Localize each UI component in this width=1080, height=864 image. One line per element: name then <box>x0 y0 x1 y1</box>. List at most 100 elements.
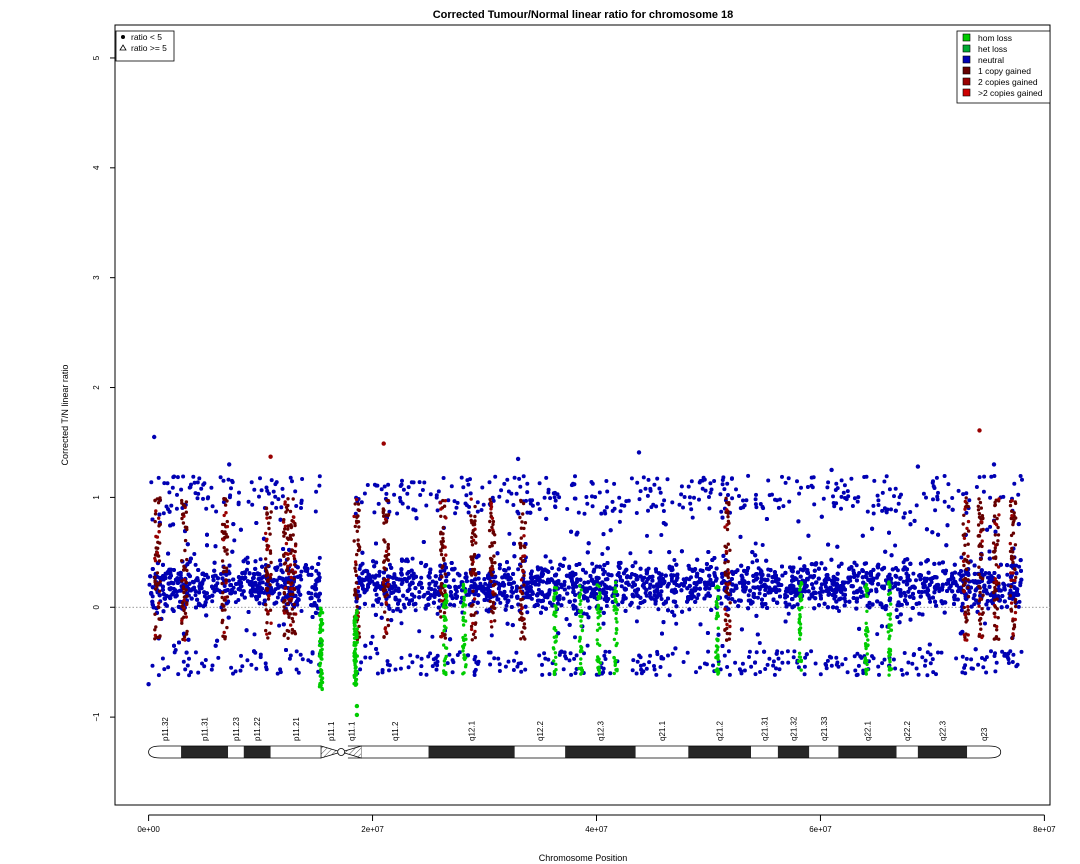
neutral-point <box>793 576 798 581</box>
neutral-point <box>565 591 570 596</box>
neutral-point <box>391 609 396 613</box>
neutral-point <box>562 579 567 584</box>
neutral-point <box>594 579 599 584</box>
neutral-point <box>783 600 788 605</box>
neutral-point <box>210 593 215 598</box>
neutral-point <box>985 527 990 532</box>
neutral-point <box>391 575 395 580</box>
neutral-point <box>417 590 422 594</box>
neutral-point <box>212 568 217 573</box>
neutral-point <box>296 586 301 591</box>
neutral-point <box>669 578 674 583</box>
neutral-point <box>421 540 426 544</box>
neutral-point <box>908 510 913 514</box>
neutral-point <box>783 619 788 624</box>
neutral-point <box>253 559 258 564</box>
neutral-point <box>778 594 782 599</box>
neutral-point <box>648 591 653 596</box>
neutral-point <box>147 582 152 587</box>
neutral-point <box>567 599 572 604</box>
chart-title: Corrected Tumour/Normal linear ratio for… <box>433 9 734 21</box>
neutral-point <box>908 561 913 566</box>
neutral-point <box>739 563 744 568</box>
neutral-point <box>586 586 591 591</box>
neutral-point <box>215 576 220 581</box>
neutral-point <box>812 568 817 573</box>
neutral-point <box>581 567 585 572</box>
neutral-point <box>189 596 194 601</box>
neutral-point <box>397 577 401 582</box>
neutral-point <box>763 602 768 606</box>
neutral-point <box>753 553 758 558</box>
neutral-point <box>633 582 637 587</box>
neutral-point <box>770 588 775 593</box>
neutral-point <box>714 566 719 571</box>
neutral-point <box>950 589 955 594</box>
neutral-point <box>451 578 456 583</box>
neutral-point <box>1017 564 1022 569</box>
neutral-point <box>244 628 249 633</box>
neutral-point <box>578 577 583 582</box>
neutral-point <box>467 589 472 594</box>
neutral-point <box>893 508 898 513</box>
neutral-point <box>149 591 154 596</box>
neutral-point <box>787 602 792 607</box>
neutral-point <box>377 569 382 574</box>
neutral-point <box>161 609 166 614</box>
neutral-point <box>211 574 215 579</box>
neutral-point <box>1018 558 1023 563</box>
neutral-point <box>464 575 469 580</box>
neutral-point <box>901 579 906 584</box>
neutral-point <box>299 569 304 574</box>
neutral-point <box>822 581 827 586</box>
neutral-point <box>950 507 955 512</box>
neutral-point <box>497 566 502 571</box>
neutral-point <box>895 587 900 592</box>
neutral-point <box>762 593 767 598</box>
neutral-point <box>503 607 508 612</box>
neutral-point <box>278 558 283 563</box>
neutral-point <box>944 543 949 548</box>
neutral-point <box>647 585 652 590</box>
neutral-point <box>398 609 403 614</box>
neutral-point <box>587 605 592 610</box>
neutral-point <box>561 596 566 601</box>
neutral-point <box>569 529 574 534</box>
neutral-point <box>387 562 392 567</box>
neutral-point <box>756 566 761 571</box>
neutral-point <box>757 591 762 596</box>
neutral-point <box>893 573 898 578</box>
neutral-point <box>806 589 811 594</box>
neutral-point <box>504 603 509 608</box>
neutral-point <box>659 572 664 577</box>
neutral-point <box>605 577 610 582</box>
neutral-point <box>452 603 457 608</box>
neutral-point <box>229 583 233 587</box>
neutral-point <box>707 573 712 578</box>
y-tick-label: 1 <box>92 495 101 500</box>
neutral-point <box>203 602 208 607</box>
neutral-point <box>755 632 760 637</box>
y-tick-label: 3 <box>92 275 101 280</box>
neutral-point <box>912 518 917 523</box>
neutral-point <box>196 568 201 572</box>
neutral-point <box>928 599 933 604</box>
neutral-point <box>193 562 198 567</box>
neutral-point <box>585 643 590 648</box>
neutral-point <box>620 578 624 583</box>
neutral-point <box>171 590 176 595</box>
neutral-point <box>934 575 939 580</box>
neutral-point <box>421 594 426 599</box>
neutral-point <box>510 623 515 628</box>
neutral-point <box>889 553 894 558</box>
neutral-point <box>562 583 567 587</box>
neutral-point <box>1005 604 1010 609</box>
neutral-point <box>470 579 474 584</box>
neutral-point <box>584 612 589 617</box>
neutral-point <box>638 601 643 605</box>
neutral-point <box>573 635 577 640</box>
neutral-point <box>163 571 168 576</box>
neutral-point <box>835 571 840 576</box>
neutral-point <box>1017 599 1022 604</box>
neutral-point <box>945 523 950 528</box>
